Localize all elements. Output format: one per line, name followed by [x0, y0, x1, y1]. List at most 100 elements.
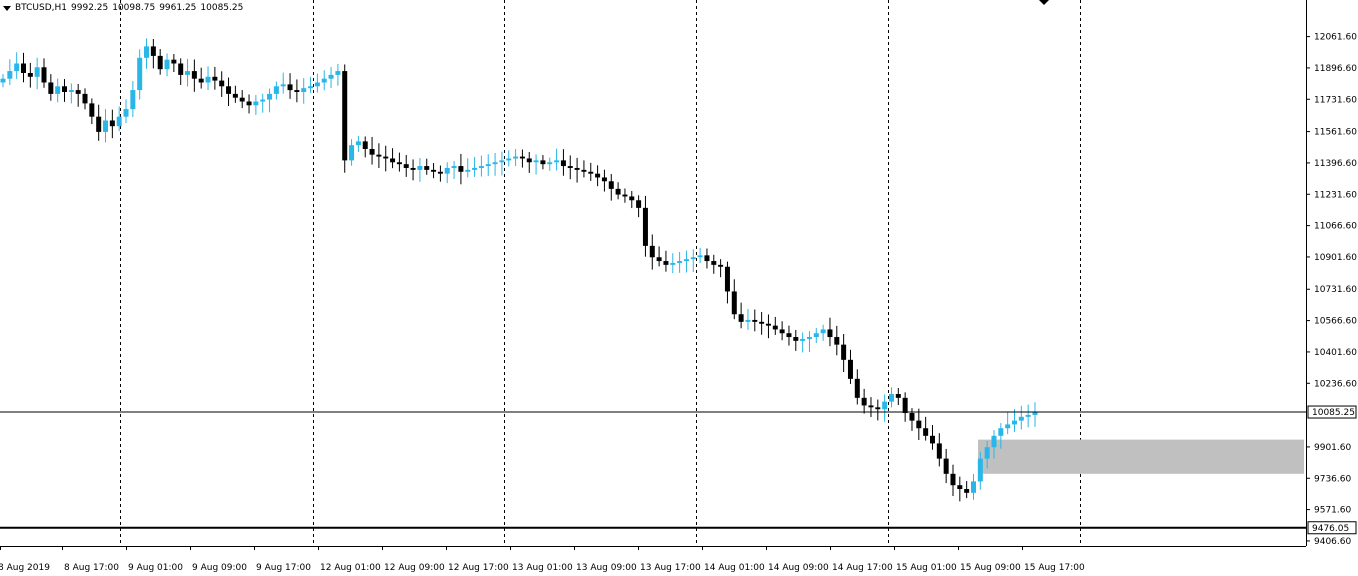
arrow-marker-icon — [1039, 0, 1049, 5]
x-tick-label: 14 Aug 17:00 — [832, 563, 893, 573]
candle-bear — [574, 167, 580, 170]
candle-bull — [273, 86, 279, 94]
candle-bear — [109, 120, 115, 127]
y-tick-label: 10901.60 — [1314, 253, 1357, 263]
candle-bear — [560, 160, 566, 167]
candle-bear — [21, 63, 27, 73]
candle-bear — [957, 485, 963, 490]
candle-bear — [41, 67, 47, 83]
candle-bear — [636, 200, 642, 208]
candle-bull — [417, 166, 423, 170]
candle-bear — [342, 71, 348, 161]
candle-bear — [376, 154, 382, 157]
candle-bear — [581, 169, 587, 172]
candle-bear — [834, 337, 840, 345]
candle-bear — [902, 397, 908, 414]
candle-bear — [642, 207, 648, 246]
y-tick-label: 11561.60 — [1314, 128, 1357, 138]
candle-bear — [383, 156, 389, 159]
candle-bear — [622, 194, 628, 197]
candle-bear — [226, 86, 232, 94]
candle-bear — [96, 116, 102, 132]
candle-bull — [328, 74, 334, 79]
x-tick-label: 13 Aug 01:00 — [512, 563, 573, 573]
y-tick-label: 11731.60 — [1314, 95, 1357, 105]
candle-bear — [82, 93, 88, 104]
y-tick-label: 10401.60 — [1314, 348, 1357, 358]
candle-bull — [806, 337, 812, 339]
candle-bear — [287, 84, 293, 91]
candle-bear — [437, 171, 443, 174]
candle-bear — [711, 261, 717, 265]
candle-bull — [308, 86, 314, 89]
candle-bear — [943, 458, 949, 474]
x-tick-label: 8 Aug 2019 — [0, 563, 50, 573]
candle-bull — [882, 401, 888, 410]
chart-header: BTCUSD,H1 9992.25 10098.75 9961.25 10085… — [0, 0, 247, 16]
x-tick-label: 9 Aug 17:00 — [256, 563, 311, 573]
support-price-label: 9476.05 — [1312, 524, 1349, 534]
candle-bull — [1011, 420, 1017, 425]
candle-bull — [130, 90, 136, 110]
candle-bear — [519, 156, 525, 159]
candle-bull — [7, 71, 13, 79]
candle-bull — [499, 160, 505, 163]
x-tick-label: 13 Aug 17:00 — [640, 563, 701, 573]
candle-bear — [157, 55, 163, 70]
candle-bear — [964, 489, 970, 493]
candle-bull — [1032, 412, 1038, 415]
candle-bear — [759, 321, 765, 324]
candle-bull — [68, 90, 74, 92]
x-tick-label: 15 Aug 01:00 — [896, 563, 957, 573]
candle-bull — [547, 162, 553, 165]
candle-bear — [246, 101, 252, 106]
candle-bear — [410, 167, 416, 170]
candle-bear — [62, 86, 68, 92]
candle-bear — [171, 59, 177, 64]
candle-bear — [923, 428, 929, 436]
candle-bear — [526, 158, 532, 163]
header-dropdown-icon[interactable] — [3, 5, 11, 11]
x-tick-label: 14 Aug 01:00 — [704, 563, 765, 573]
candle-bull — [164, 59, 170, 70]
candle-bull — [335, 71, 341, 75]
candle-bear — [458, 166, 464, 172]
y-tick-label: 11896.60 — [1314, 64, 1357, 74]
candle-bear — [615, 188, 621, 195]
candle-bull — [0, 78, 6, 83]
y-tick-label: 10236.60 — [1314, 379, 1357, 389]
x-tick-label: 9 Aug 09:00 — [192, 563, 247, 573]
candle-bear — [875, 407, 881, 410]
candle-bear — [929, 435, 935, 444]
x-tick-label: 8 Aug 17:00 — [64, 563, 119, 573]
candle-bull — [1018, 416, 1024, 421]
candle-bull — [513, 156, 519, 159]
candle-bull — [970, 481, 976, 493]
candle-bear — [595, 173, 601, 178]
price-zone — [978, 439, 1304, 474]
candle-bear — [191, 71, 197, 79]
y-tick-label: 10566.60 — [1314, 317, 1357, 327]
candle-bear — [786, 333, 792, 338]
candle-bear — [198, 78, 204, 83]
candle-bear — [841, 344, 847, 360]
candle-bear — [718, 264, 724, 267]
candle-bull — [103, 120, 109, 132]
candle-bull — [444, 167, 450, 174]
candle-bull — [321, 78, 327, 83]
candle-bull — [670, 262, 676, 265]
candle-bear — [731, 291, 737, 315]
candle-bull — [267, 93, 273, 100]
candle-bull — [451, 166, 457, 168]
y-tick-label: 11396.60 — [1314, 159, 1357, 169]
y-tick-label: 11066.60 — [1314, 222, 1357, 232]
ohlc-open: 9992.25 — [71, 3, 109, 13]
candle-bull — [820, 329, 826, 334]
candle-bull — [465, 169, 471, 172]
current-price-label: 10085.25 — [1312, 408, 1355, 418]
candle-bull — [34, 67, 40, 77]
candle-bull — [1005, 424, 1011, 429]
candle-bear — [239, 97, 245, 102]
